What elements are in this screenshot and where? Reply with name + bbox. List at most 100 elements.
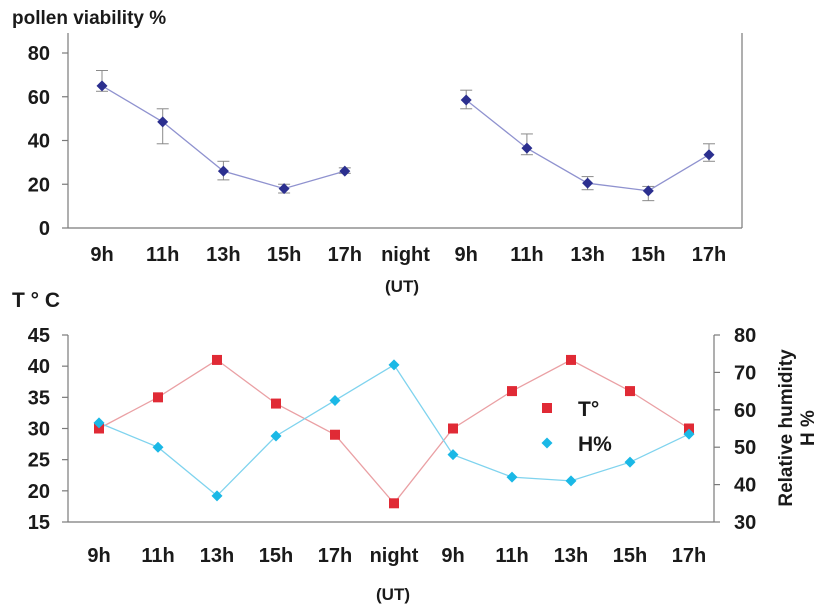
chart2-right-axis-title: Relative humidity H % bbox=[776, 349, 819, 507]
chart1-x-axis-label: (UT) bbox=[385, 277, 419, 296]
temperature-data-point bbox=[330, 429, 340, 440]
humidity-data-point bbox=[506, 471, 518, 483]
temperature-data-point bbox=[94, 423, 104, 434]
chart2-right-tick-label: 70 bbox=[734, 362, 756, 384]
chart1-x-tick-label: 17h bbox=[692, 244, 726, 266]
humidity-series-line bbox=[98, 364, 690, 497]
right-axis-title-line1: Relative humidity bbox=[776, 349, 797, 507]
chart1-data-point bbox=[278, 183, 290, 195]
legend-humidity-label: H% bbox=[578, 433, 612, 456]
chart2-x-tick-label: 15h bbox=[613, 545, 647, 567]
chart2-left-tick-label: 30 bbox=[28, 419, 50, 441]
chart2-x-tick-label: 15h bbox=[259, 545, 293, 567]
chart2-left-ticks: 15 20 25 30 35 40 45 bbox=[28, 325, 68, 534]
chart1-data-point bbox=[157, 116, 169, 128]
chart1-x-tick-label: 13h bbox=[570, 244, 604, 266]
chart2-left-tick-label: 15 bbox=[28, 512, 50, 534]
chart2-right-tick-label: 50 bbox=[734, 437, 756, 459]
chart1-data-point bbox=[582, 177, 594, 189]
chart1-x-tick-label: 13h bbox=[206, 244, 240, 266]
temperature-data-point bbox=[448, 423, 458, 434]
chart1-points bbox=[96, 80, 715, 197]
chart2-x-ticks: 9h 11h 13h 15h 17h night 9h 11h 13h 15h 17h bbox=[87, 545, 706, 567]
chart2-x-tick-label: 9h bbox=[87, 545, 110, 567]
chart1-data-point bbox=[339, 165, 351, 177]
chart2-x-tick-label: 17h bbox=[318, 545, 352, 567]
chart2-right-tick-label: 80 bbox=[734, 325, 756, 347]
chart1-x-tick-label: 17h bbox=[328, 244, 362, 266]
humidity-data-point bbox=[624, 456, 636, 468]
chart1-series-lines bbox=[101, 85, 710, 192]
chart2-x-tick-label: 13h bbox=[554, 545, 588, 567]
chart2-left-axis-title: T ° C bbox=[12, 289, 60, 312]
chart2-left-tick-label: 20 bbox=[28, 481, 50, 503]
humidity-data-point bbox=[683, 428, 695, 440]
legend-temperature-label: T° bbox=[578, 398, 599, 421]
chart2-x-tick-label: 11h bbox=[495, 545, 528, 567]
chart1-y-ticks: 0 20 40 60 80 bbox=[28, 43, 68, 240]
chart2-right-tick-label: 30 bbox=[734, 512, 756, 534]
chart2-right-tick-label: 40 bbox=[734, 475, 756, 497]
chart2-right-tick-label: 60 bbox=[734, 400, 756, 422]
chart1-y-tick-label: 20 bbox=[28, 174, 50, 196]
chart1-data-point bbox=[521, 142, 533, 154]
legend-humidity-marker bbox=[541, 437, 553, 449]
temperature-data-point bbox=[684, 423, 694, 434]
chart2-points bbox=[93, 354, 695, 509]
humidity-data-point bbox=[93, 417, 105, 429]
chart2-series-lines bbox=[98, 359, 690, 505]
chart1-y-tick-label: 0 bbox=[39, 218, 50, 240]
humidity-data-point bbox=[211, 490, 223, 502]
pollen-viability-chart: pollen viability % 0 20 40 60 80 9h 11h 13h 15h… bbox=[12, 8, 743, 296]
chart1-data-point bbox=[703, 149, 715, 161]
chart2-right-ticks: 30 40 50 60 70 80 bbox=[714, 325, 756, 534]
chart2-legend: T° H% bbox=[541, 398, 612, 456]
chart2-x-tick-label: 17h bbox=[672, 545, 706, 567]
chart1-series-line bbox=[101, 85, 710, 192]
temperature-data-point bbox=[212, 354, 222, 365]
temperature-data-point bbox=[507, 386, 517, 397]
chart1-x-tick-label: 11h bbox=[146, 244, 179, 266]
temperature-data-point bbox=[389, 498, 399, 509]
chart1-error-bars bbox=[96, 70, 715, 202]
chart2-x-tick-label: 11h bbox=[141, 545, 174, 567]
chart2-left-tick-label: 45 bbox=[28, 325, 50, 347]
temperature-data-point bbox=[271, 398, 281, 409]
chart2-x-tick-label: night bbox=[370, 545, 419, 567]
temperature-data-point bbox=[625, 386, 635, 397]
temperature-series-line bbox=[98, 359, 690, 505]
chart1-data-point bbox=[642, 185, 654, 197]
chart2-left-tick-label: 35 bbox=[28, 387, 50, 409]
right-axis-title-line2: H % bbox=[798, 410, 819, 446]
chart1-data-point bbox=[217, 165, 229, 177]
humidity-data-point bbox=[329, 394, 341, 406]
chart1-x-tick-label: 15h bbox=[631, 244, 665, 266]
chart1-data-point bbox=[460, 94, 472, 106]
chart2-x-axis-label: (UT) bbox=[376, 585, 410, 604]
chart1-x-tick-label: 9h bbox=[455, 244, 478, 266]
chart2-left-tick-label: 25 bbox=[28, 450, 50, 472]
chart1-y-tick-label: 80 bbox=[28, 43, 50, 65]
chart2-x-tick-label: 9h bbox=[441, 545, 464, 567]
humidity-data-point bbox=[270, 430, 282, 442]
chart1-data-point bbox=[96, 80, 108, 92]
humidity-data-point bbox=[447, 449, 459, 461]
chart1-title: pollen viability % bbox=[12, 8, 166, 29]
temperature-data-point bbox=[566, 354, 576, 365]
chart2-x-tick-label: 13h bbox=[200, 545, 234, 567]
chart2-left-tick-label: 40 bbox=[28, 356, 50, 378]
chart1-x-tick-label: 9h bbox=[90, 244, 113, 266]
humidity-data-point bbox=[565, 475, 577, 487]
chart1-x-tick-label: 11h bbox=[510, 244, 543, 266]
chart1-x-tick-label: 15h bbox=[267, 244, 301, 266]
chart1-y-tick-label: 60 bbox=[28, 87, 50, 109]
temperature-humidity-chart: T ° C 15 20 25 30 35 40 45 30 40 50 60 70 80 9h 11h 1… bbox=[12, 289, 819, 604]
legend-temperature-marker bbox=[542, 403, 552, 413]
temperature-data-point bbox=[153, 392, 163, 403]
humidity-data-point bbox=[152, 441, 164, 453]
chart1-x-ticks: 9h 11h 13h 15h 17h night 9h 11h 13h 15h 17h bbox=[90, 244, 726, 266]
humidity-data-point bbox=[388, 359, 400, 371]
chart1-x-tick-label: night bbox=[381, 244, 430, 266]
chart1-y-tick-label: 40 bbox=[28, 131, 50, 153]
